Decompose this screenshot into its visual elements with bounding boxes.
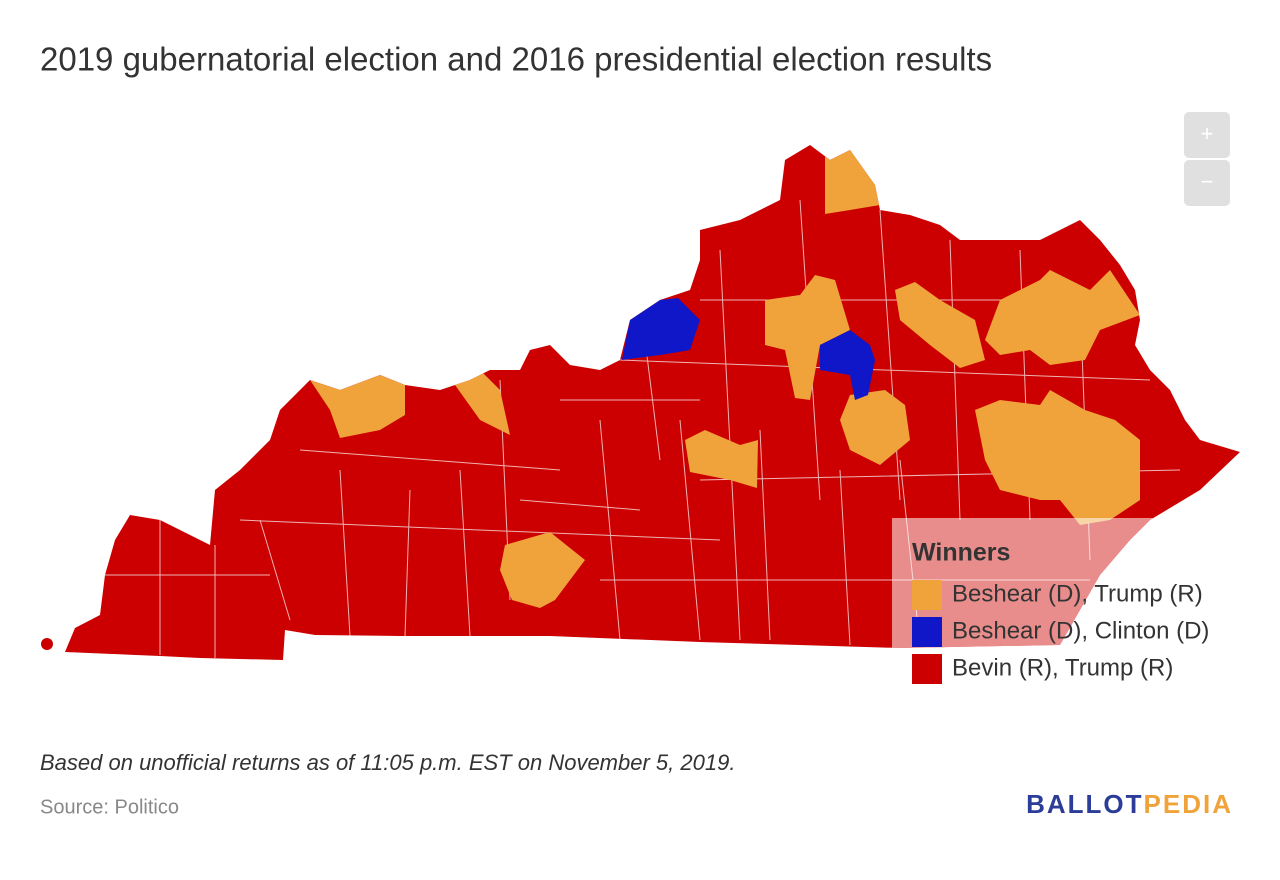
source: Source: Politico [40,796,179,818]
map [41,145,1240,660]
zoom-controls: + − [1184,112,1230,206]
zoom-in-label[interactable]: + [1201,121,1214,146]
region [41,638,53,650]
logo: BALLOTPEDIA [1026,789,1233,819]
legend-label: Beshear (D), Clinton (D) [952,617,1209,644]
zoom-out-button[interactable] [1184,160,1230,206]
legend-swatch [912,580,942,610]
logo-second: PEDIA [1144,789,1233,819]
zoom-out-label[interactable]: − [1201,169,1214,194]
county-group [310,150,1140,608]
legend-swatch [912,654,942,684]
legend-swatch [912,617,942,647]
legend-label: Beshear (D), Trump (R) [952,580,1203,607]
county-group [622,298,875,400]
note: Based on unofficial returns as of 11:05 … [40,750,735,775]
legend-title: Winners [912,539,1010,567]
logo-first: BALLOT [1026,789,1143,819]
zoom-in-button[interactable] [1184,112,1230,158]
title: 2019 gubernatorial election and 2016 pre… [40,41,992,78]
legend-label: Bevin (R), Trump (R) [952,654,1173,681]
legend: Winners Beshear (D), Trump (R) Beshear (D… [912,539,1209,684]
